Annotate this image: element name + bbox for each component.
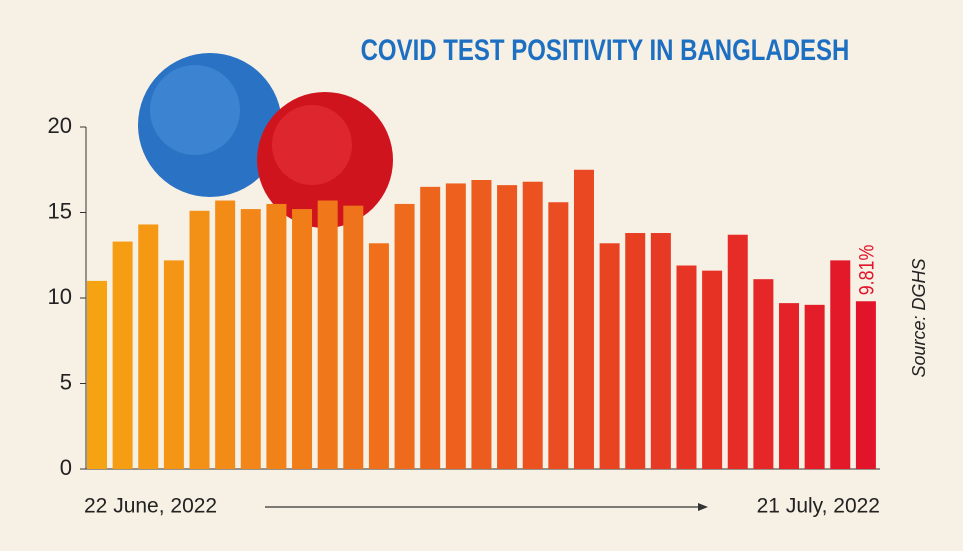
bar [753,279,774,469]
bar [855,301,876,469]
y-tick-label: 10 [48,284,72,309]
bar [779,303,800,469]
bar [266,203,287,469]
bar [215,200,236,469]
virus-illustration [138,53,393,228]
bar [420,186,441,469]
y-tick-label: 20 [48,113,72,138]
y-tick-label: 5 [60,369,72,394]
x-tick-label: 21 July, 2022 [757,495,880,518]
bar [804,304,825,469]
chart-title: COVID TEST POSITIVITY IN BANGLADESH [361,32,850,66]
bar [676,265,697,469]
bar [292,209,313,469]
bar [702,270,723,469]
bar [548,202,569,470]
bar [343,205,364,469]
y-tick-label: 15 [48,198,72,223]
bar [317,200,338,469]
bar [138,224,159,469]
bar [368,243,389,469]
bar [573,169,594,469]
x-tick-label: 22 June, 2022 [84,495,217,518]
value-label: 9.81% [855,245,879,296]
bar [497,185,518,469]
bar [830,260,851,469]
arrow-head [698,503,708,511]
bar [650,233,671,469]
bar [189,210,210,470]
bar [240,209,261,469]
bar [727,234,748,469]
bar [599,243,620,469]
bar [445,183,466,469]
bar [471,180,492,469]
bar [87,280,107,469]
bar [522,181,543,469]
bar [163,260,184,469]
bar [625,233,646,469]
bar [394,203,415,469]
y-tick-label: 0 [60,455,72,480]
source-note: Source: DGHS [909,258,929,377]
bar [112,241,133,469]
